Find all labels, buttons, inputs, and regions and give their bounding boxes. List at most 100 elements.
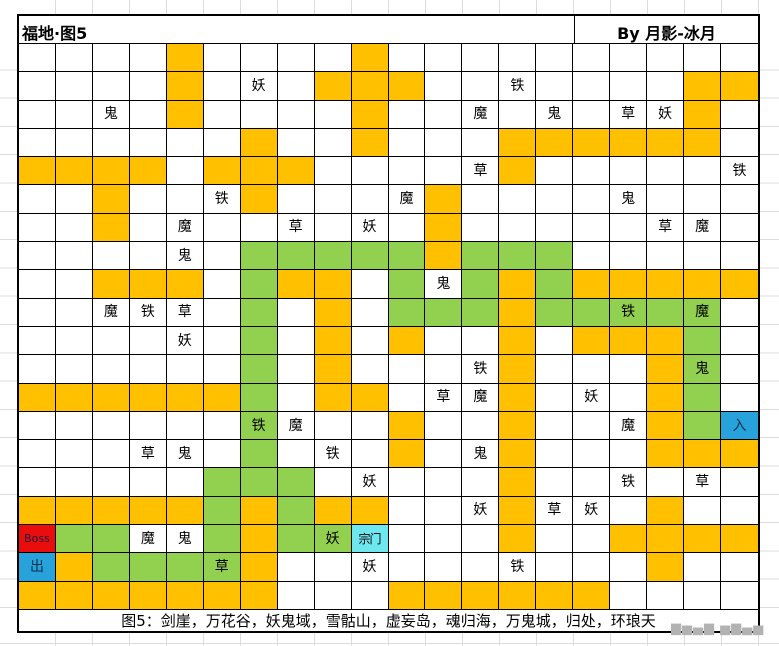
map-cell [573,242,611,271]
map-cell [573,468,611,497]
map-cell [721,44,758,73]
map-cell [573,581,611,610]
map-cell [240,185,278,214]
map-cell [203,411,241,441]
map-cell [203,128,241,158]
map-cell [610,383,648,412]
map-cell [55,468,93,497]
map-cell [55,242,93,271]
map-cell-label: 鬼 [166,242,204,271]
map-cell [425,44,463,73]
map-cell [55,72,93,101]
map-cell [19,157,56,186]
map-cell [499,128,537,158]
map-cell [203,440,241,469]
margin-gridlines-right [760,42,779,634]
map-cell [203,44,241,73]
map-cell [536,411,574,441]
map-cell [425,440,463,469]
map-cell [314,213,352,243]
map-cell [462,270,500,299]
map-cell [129,383,167,412]
map-cell [610,44,648,73]
map-cell [536,525,574,554]
map-cell [647,298,685,327]
map-cell-label: 铁 [499,72,537,101]
map-cell [55,128,93,158]
map-cell-label: 鬼 [462,440,500,469]
map-cell [92,383,130,412]
map-cell [277,100,315,129]
map-cell [166,496,204,526]
map-cell [462,553,500,582]
map-cell [314,185,352,214]
caption-row: 图5：剑崖，万花谷，妖鬼域，雪骷山，虚妄岛，魂归海，万鬼城，归处，环琅天 [19,610,758,630]
map-cell [203,270,241,299]
map-cell-label: 鬼 [536,100,574,129]
map-cell [55,213,93,243]
map-cell [684,525,722,554]
map-cell [610,440,648,469]
map-cell [536,44,574,73]
map-cell-label: 妖 [240,72,278,101]
map-cell [536,242,574,271]
map-cell [19,581,56,610]
map-cell [499,581,537,610]
map-cell [55,440,93,469]
map-cell [92,157,130,186]
map-cell [721,101,758,129]
map-cell [277,553,315,582]
map-cell [19,355,56,384]
map-cell [166,355,204,384]
map-cell [19,383,56,412]
map-cell [499,496,537,526]
map-cell [92,44,130,73]
map-cell [684,128,722,158]
map-cell [19,100,56,129]
map-cell [314,44,352,73]
map-cell [573,298,611,327]
map-cell-label: 妖 [573,496,611,526]
map-cell [499,298,537,327]
map-cell [166,157,204,186]
map-cell [610,213,648,243]
map-cell-label: 魔 [129,525,167,554]
map-cell [129,581,167,610]
map-cell [425,185,463,214]
map-cell [536,157,574,186]
map-cell [721,242,758,271]
map-cell [647,157,685,186]
map-cell [647,496,685,526]
map-cell [166,185,204,214]
map-cell [351,326,389,356]
map-grid: 妖铁鬼魔鬼草妖草铁铁魔鬼魔草妖草魔鬼鬼魔铁草铁魔妖铁鬼草魔妖铁魔魔入草鬼铁鬼妖铁… [19,44,758,610]
map-cell [351,100,389,129]
map-cell [536,298,574,327]
map-title: 福地·图5 [22,24,88,43]
map-cell [721,327,758,356]
map-cell-label: 鬼 [166,440,204,469]
map-cell [647,553,685,582]
map-cell [277,496,315,526]
map-cell [166,553,204,582]
map-cell [55,355,93,384]
map-cell [55,100,93,129]
map-cell [129,326,167,356]
map-cell [388,496,426,526]
map-cell-label: 妖 [462,496,500,526]
map-cell [55,553,93,582]
map-cell [425,468,463,497]
map-cell [684,440,722,469]
watermark: ▆▅▄▆ ▅▆▄▅ [671,621,765,636]
map-cell [610,525,648,554]
map-cell-label: 妖 [351,213,389,243]
map-cell [573,440,611,469]
margin-gridlines-left [0,42,17,634]
map-cell-label: 草 [277,213,315,243]
map-cell [240,553,278,582]
map-cell [388,355,426,384]
map-cell [129,213,167,243]
map-cell-label: 铁 [240,411,278,441]
map-cell [425,298,463,327]
map-cell [19,298,56,327]
